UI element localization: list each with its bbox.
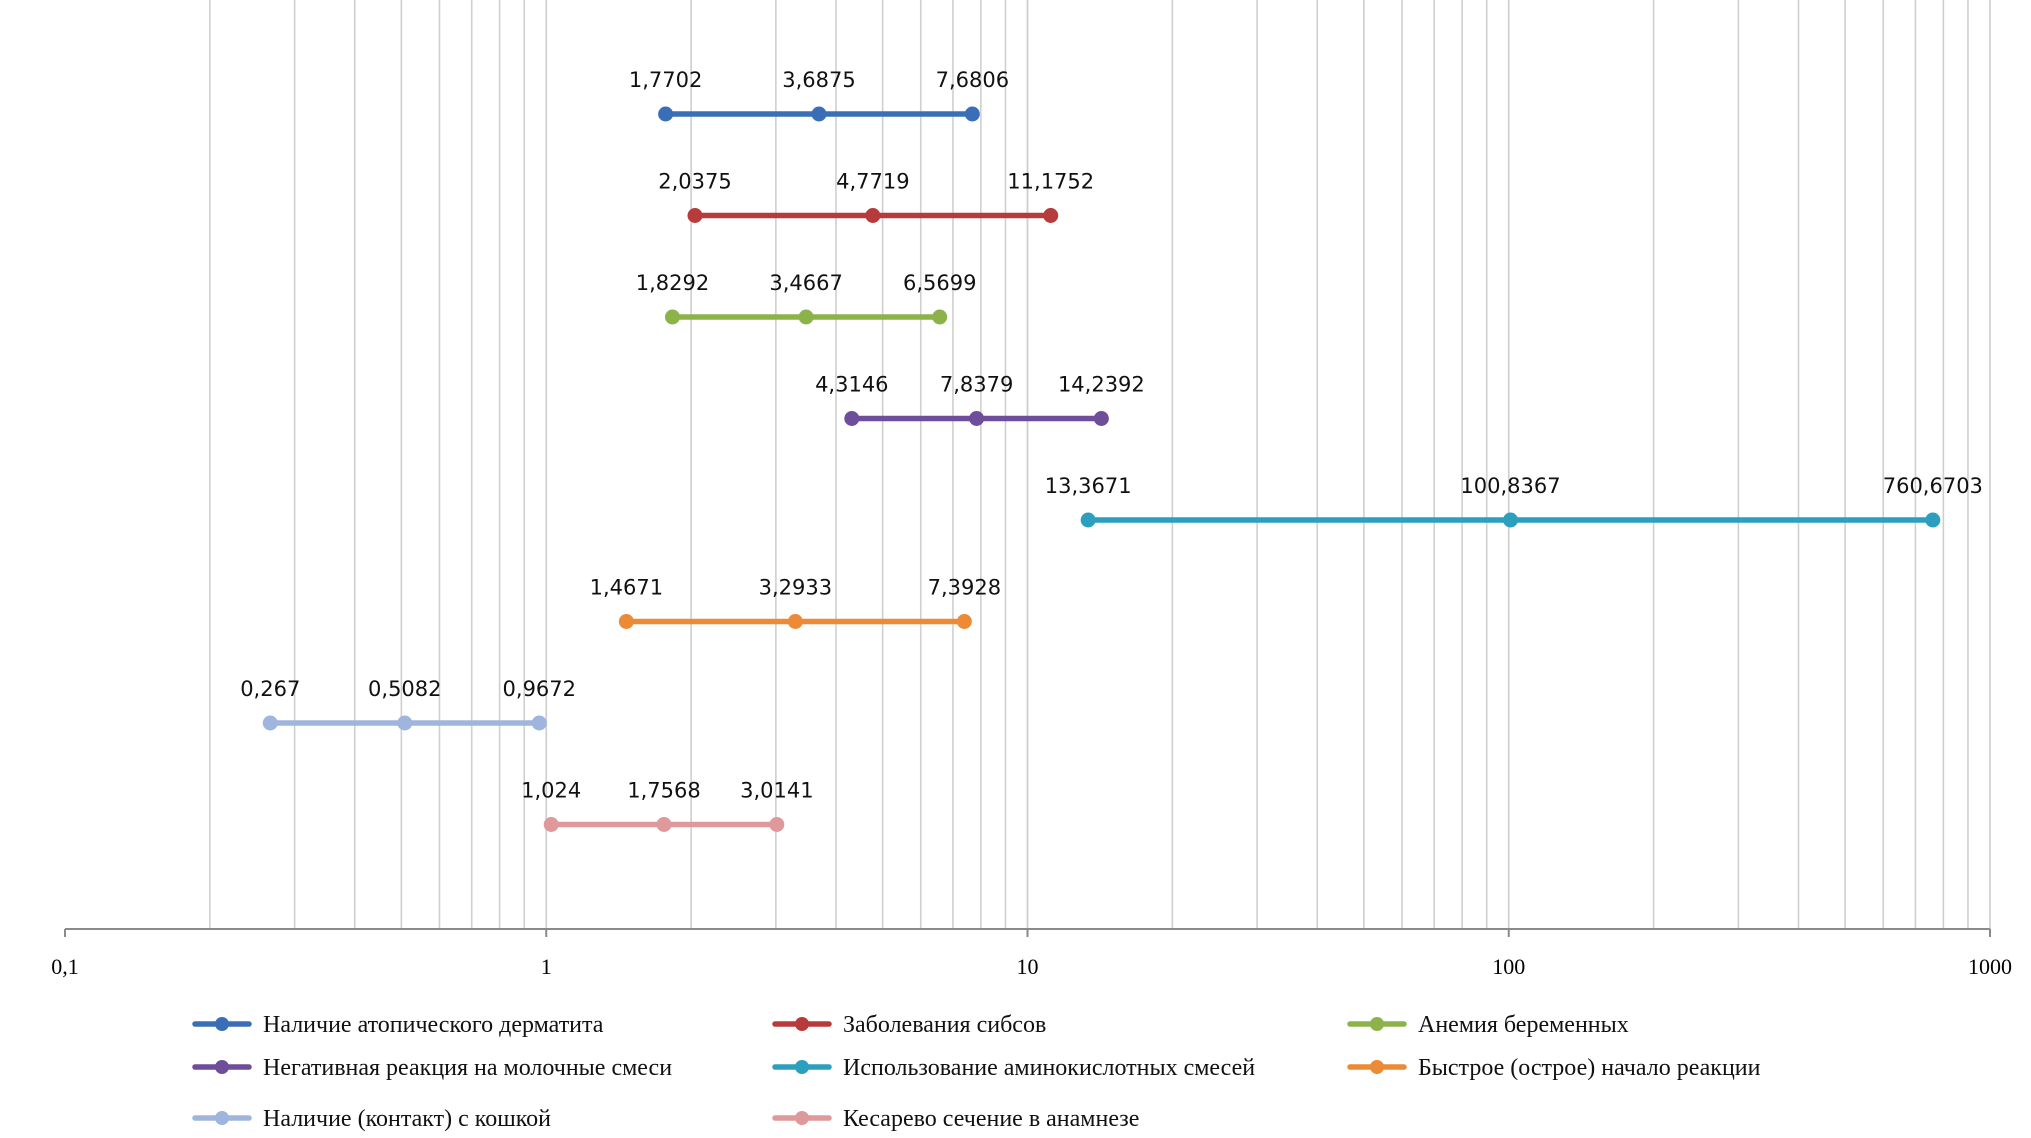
data-label: 3,4667 — [769, 271, 842, 295]
data-label: 1,7568 — [627, 779, 700, 803]
legend-swatch-marker — [795, 1060, 809, 1074]
legend-swatch-marker — [1370, 1017, 1384, 1031]
grid-layer — [209, 0, 1991, 929]
legend-item: Наличие атопического дерматита — [192, 1012, 604, 1038]
point-estimate-marker — [865, 208, 881, 223]
series-layer: 1,7702 3,6875 7,6806 2,0375 4,7719 11,1752 1,8… — [240, 68, 1983, 832]
legend-swatch-marker — [1370, 1060, 1384, 1074]
data-label: 1,7702 — [629, 68, 702, 92]
data-label: 3,0141 — [740, 779, 813, 803]
legend-item: Кесарево сечение в анамнезе — [772, 1106, 1139, 1132]
point-estimate-marker — [1502, 512, 1518, 528]
ci-bound-marker — [1043, 208, 1059, 223]
series-row: 1,7702 3,6875 7,6806 — [629, 68, 1009, 122]
ci-bound-marker — [687, 208, 703, 223]
ci-bound-marker — [956, 614, 972, 629]
data-label: 1,024 — [521, 779, 581, 803]
data-label: 6,5699 — [903, 271, 976, 295]
point-estimate-marker — [787, 614, 803, 629]
data-label: 0,9672 — [503, 677, 576, 701]
data-label: 1,4671 — [590, 576, 663, 600]
data-label: 3,6875 — [782, 68, 855, 92]
ci-bound-marker — [618, 614, 634, 629]
legend-item: Наличие (контакт) с кошкой — [192, 1106, 551, 1132]
data-label: 100,8367 — [1460, 474, 1560, 498]
x-tick-label: 0,1 — [51, 954, 79, 979]
legend-label: Наличие атопического дерматита — [263, 1012, 604, 1038]
legend-swatch-marker — [215, 1111, 229, 1125]
series-row: 1,024 1,7568 3,0141 — [521, 779, 814, 832]
ci-bound-marker — [658, 106, 674, 122]
data-label: 4,7719 — [836, 170, 909, 194]
point-estimate-marker — [656, 817, 672, 832]
ci-bound-marker — [543, 817, 559, 832]
legend-label: Использование аминокислотных смесей — [843, 1055, 1255, 1081]
data-label: 3,2933 — [759, 576, 832, 600]
data-label: 7,8379 — [940, 373, 1013, 397]
legend-swatch-marker — [795, 1111, 809, 1125]
legend-item: Анемия беременных — [1347, 1012, 1629, 1038]
x-tick-label: 1 — [541, 954, 552, 979]
legend-label: Негативная реакция на молочные смеси — [263, 1055, 672, 1081]
legend: Наличие атопического дерматита Заболевани… — [192, 1012, 1761, 1132]
ci-bound-marker — [1925, 512, 1941, 528]
data-label: 0,267 — [240, 677, 300, 701]
legend-label: Кесарево сечение в анамнезе — [843, 1106, 1139, 1132]
series-row: 1,4671 3,2933 7,3928 — [590, 576, 1001, 629]
data-label: 760,6703 — [1883, 474, 1983, 498]
point-estimate-marker — [397, 715, 413, 731]
series-row: 13,3671 100,8367 760,6703 — [1045, 474, 1983, 528]
point-estimate-marker — [798, 309, 814, 325]
ci-bound-marker — [262, 715, 278, 731]
series-row: 2,0375 4,7719 11,1752 — [658, 170, 1094, 223]
legend-swatch-marker — [215, 1060, 229, 1074]
data-label: 7,6806 — [936, 68, 1009, 92]
data-label: 2,0375 — [658, 170, 731, 194]
ci-bound-marker — [964, 106, 980, 122]
x-tick-label: 10 — [1017, 954, 1039, 979]
legend-item: Заболевания сибсов — [772, 1012, 1046, 1038]
data-label: 7,3928 — [928, 576, 1001, 600]
ci-bound-marker — [1093, 411, 1109, 426]
x-tick-label: 100 — [1492, 954, 1525, 979]
ci-bound-marker — [531, 715, 547, 731]
legend-item: Использование аминокислотных смесей — [772, 1055, 1255, 1081]
x-axis: 0,1 1 10 100 1000 — [51, 928, 2012, 979]
legend-item: Быстрое (острое) начало реакции — [1347, 1055, 1761, 1081]
legend-label: Быстрое (острое) начало реакции — [1418, 1055, 1761, 1081]
ci-bound-marker — [932, 309, 948, 325]
legend-item: Негативная реакция на молочные смеси — [192, 1055, 672, 1081]
data-label: 11,1752 — [1007, 170, 1094, 194]
series-row: 0,267 0,5082 0,9672 — [240, 677, 576, 731]
point-estimate-marker — [969, 411, 985, 426]
data-label: 4,3146 — [815, 373, 888, 397]
legend-label: Заболевания сибсов — [843, 1012, 1046, 1038]
ci-bound-marker — [844, 411, 860, 426]
legend-swatch-marker — [215, 1017, 229, 1031]
point-estimate-marker — [811, 106, 827, 122]
data-label: 13,3671 — [1045, 474, 1132, 498]
data-label: 0,5082 — [368, 677, 441, 701]
data-label: 14,2392 — [1058, 373, 1145, 397]
x-tick-label: 1000 — [1968, 954, 2012, 979]
ci-bound-marker — [664, 309, 680, 325]
legend-label: Наличие (контакт) с кошкой — [263, 1106, 551, 1132]
series-row: 1,8292 3,4667 6,5699 — [636, 271, 976, 325]
series-row: 4,3146 7,8379 14,2392 — [815, 373, 1145, 426]
legend-label: Анемия беременных — [1418, 1012, 1629, 1038]
ci-bound-marker — [769, 817, 785, 832]
legend-swatch-marker — [795, 1017, 809, 1031]
ci-bound-marker — [1080, 512, 1096, 528]
data-label: 1,8292 — [636, 271, 709, 295]
